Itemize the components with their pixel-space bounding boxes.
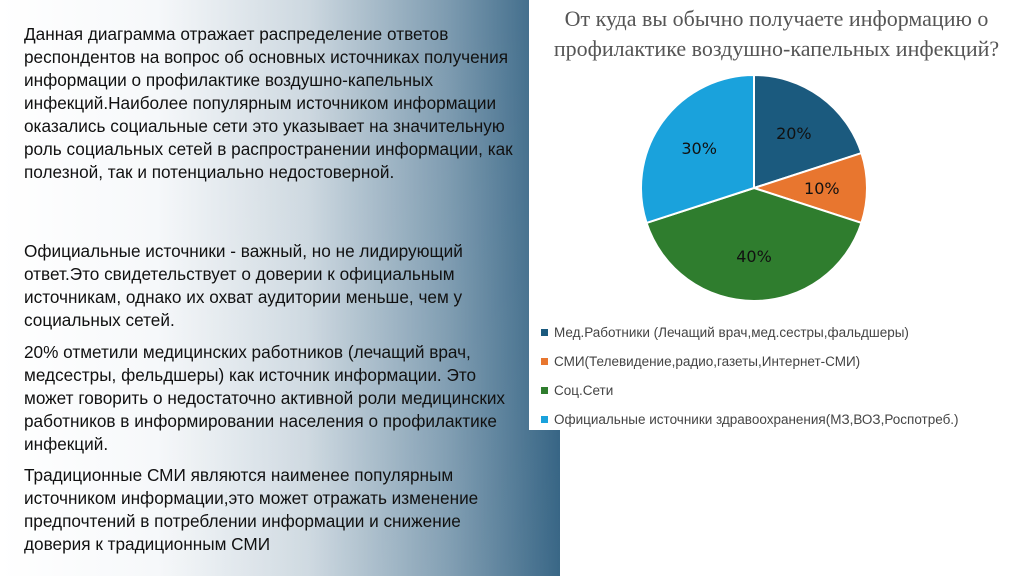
pie-label-1: 10% (804, 179, 840, 198)
pie-slice-2 (645, 186, 863, 302)
chart-title-line-2: профилактике воздушно-капельных инфекций… (553, 36, 1000, 61)
chart-title: От куда вы обычно получаете информацию о… (529, 4, 1024, 64)
legend-item-1: СМИ(Телевидение,радио,газеты,Интернет-СМ… (541, 347, 959, 376)
legend-label-1: СМИ(Телевидение,радио,газеты,Интернет-СМ… (554, 354, 861, 369)
pie-slice-1 (750, 151, 868, 225)
chart-title-line-1: От куда вы обычно получаете информацию о (564, 6, 989, 31)
pie-label-2: 40% (736, 247, 772, 266)
legend-swatch-2 (541, 387, 548, 394)
paragraph-traditional-media: Традиционные СМИ являются наименее попул… (24, 465, 479, 554)
paragraph-official-sources: Официальные источники - важный, но не ли… (24, 241, 463, 330)
legend-label-2: Соц.Сети (554, 383, 614, 398)
paragraph-medical-workers: 20% отметили медицинских работников (леч… (24, 342, 506, 454)
pie-label-3: 30% (681, 139, 717, 158)
chart-legend: Мед.Работники (Лечащий врач,мед.сестры,ф… (541, 318, 959, 434)
pie-slice-0 (753, 73, 863, 190)
pie-slice-3 (640, 73, 755, 225)
legend-item-3: Официальные источники здравоохранения(МЗ… (541, 405, 959, 434)
legend-item-2: Соц.Сети (541, 376, 959, 405)
paragraph-summary: Данная диаграмма отражает распределение … (24, 24, 513, 182)
background-gradient (0, 0, 560, 576)
pie-label-0: 20% (776, 124, 812, 143)
legend-label-3: Официальные источники здравоохранения(МЗ… (554, 412, 959, 427)
legend-swatch-1 (541, 358, 548, 365)
legend-item-0: Мед.Работники (Лечащий врач,мед.сестры,ф… (541, 318, 959, 347)
pie-chart: 20% 10% 40% 30% (640, 73, 868, 302)
chart-card: От куда вы обычно получаете информацию о… (529, 0, 1024, 430)
legend-swatch-3 (541, 416, 548, 423)
legend-swatch-0 (541, 329, 548, 336)
legend-label-0: Мед.Работники (Лечащий врач,мед.сестры,ф… (554, 325, 909, 340)
